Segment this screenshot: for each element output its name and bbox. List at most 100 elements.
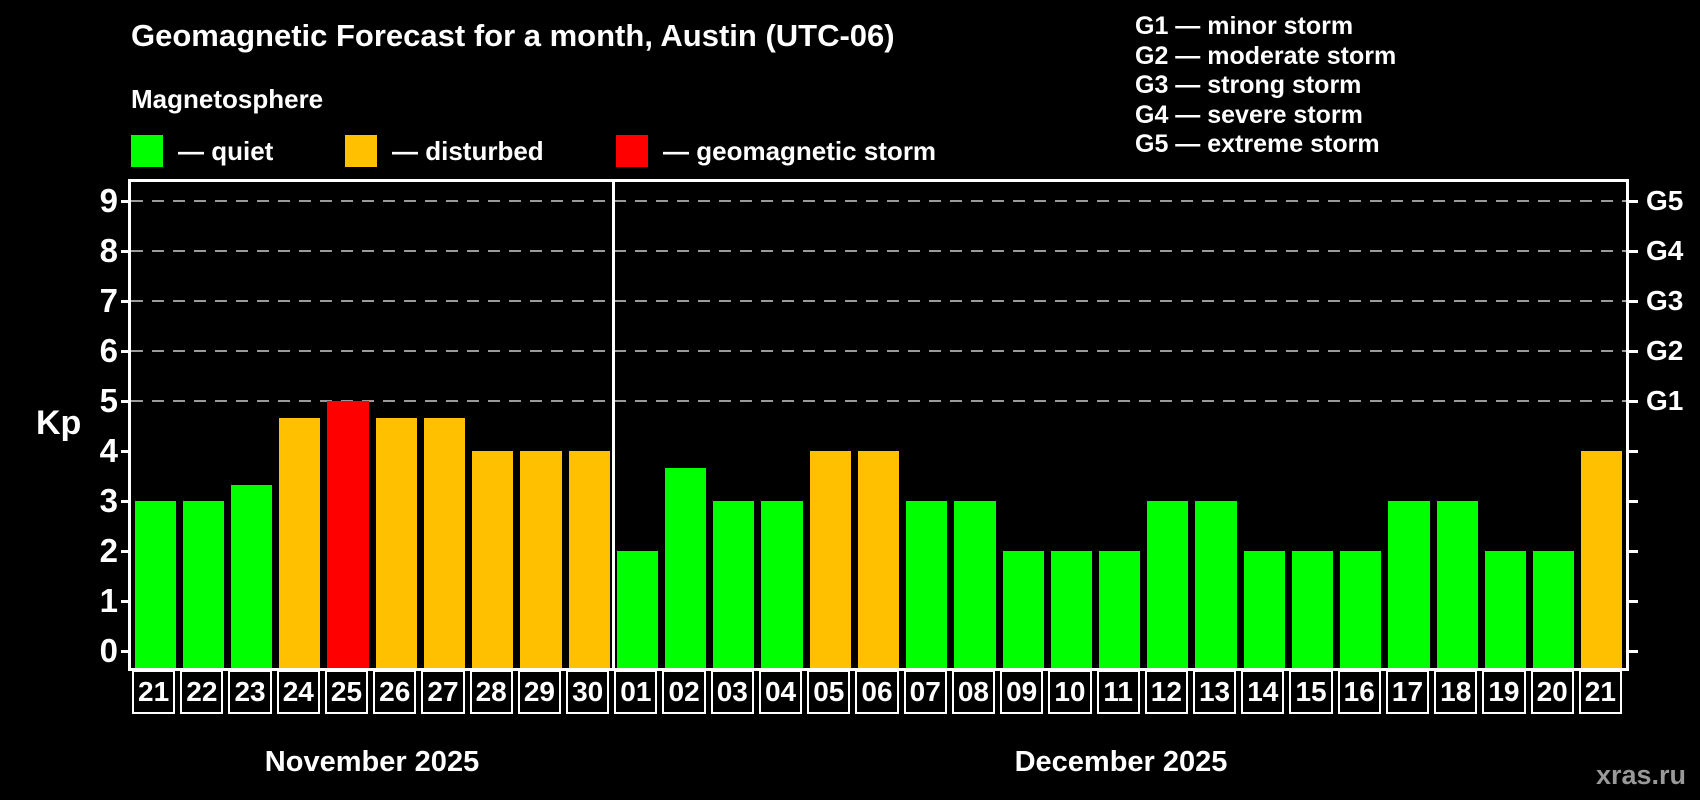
month-label-december: December 2025: [1014, 746, 1228, 778]
day-label-28: 28: [469, 670, 513, 714]
day-label-14: 14: [1241, 670, 1285, 714]
y-tick-label-7: 7: [99, 282, 118, 319]
day-label-09: 09: [1000, 670, 1044, 714]
kp-bar-day-08: [954, 501, 996, 668]
kp-bar-day-06: [857, 451, 900, 668]
y-tick-label-6: 6: [99, 332, 118, 369]
y-tick-label-9: 9: [99, 182, 118, 219]
plot-frame: [128, 179, 1629, 671]
day-label-04: 04: [758, 670, 803, 714]
day-label-19: 19: [1482, 670, 1526, 714]
legend-item-disturbed: — disturbed: [345, 135, 544, 167]
kp-bar-day-11: [1099, 551, 1141, 668]
day-label-08: 08: [951, 670, 996, 714]
kp-bar-day-15: [1291, 551, 1334, 668]
kp-bar-day-14: [1243, 551, 1285, 668]
magnetosphere-label: Magnetosphere: [131, 84, 324, 114]
day-label-27: 27: [421, 670, 465, 714]
kp-bar-day-29: [520, 451, 562, 668]
month-label-november: November 2025: [264, 746, 480, 778]
kp-bar-day-10: [1050, 551, 1092, 668]
kp-bar-day-02: [664, 467, 707, 668]
right-axis-tick-8: [1626, 249, 1638, 253]
kp-bar-day-20: [1533, 551, 1575, 668]
legend-disturbed-label: — disturbed: [392, 135, 544, 166]
day-label-20: 20: [1530, 670, 1574, 714]
g-axis-label-G2: G2: [1646, 335, 1684, 366]
disturbed-color-swatch: [345, 135, 377, 167]
kp-bar-day-07: [906, 501, 948, 668]
y-axis-tick-3: [121, 499, 131, 503]
kp-bar-day-12: [1147, 501, 1189, 668]
legend-storm-label: — geomagnetic storm: [663, 135, 937, 166]
day-label-21: 21: [1578, 670, 1622, 714]
g-axis-label-G3: G3: [1646, 285, 1684, 316]
g4-legend-line: G4 — severe storm: [1135, 100, 1363, 129]
day-label-17: 17: [1385, 670, 1430, 714]
day-label-06: 06: [855, 670, 899, 714]
kp-gridline-5: [131, 400, 1626, 402]
day-label-11: 11: [1096, 670, 1140, 714]
day-label-30: 30: [566, 670, 610, 714]
g-scale-legend: G1 — minor storm G2 — moderate storm G3 …: [1135, 12, 1396, 160]
kp-bar-day-03: [713, 501, 755, 668]
day-label-12: 12: [1144, 670, 1188, 714]
day-label-26: 26: [373, 670, 417, 714]
g-axis-label-G1: G1: [1646, 385, 1684, 416]
kp-gridline-9: [131, 200, 1626, 202]
y-axis-tick-7: [121, 299, 131, 303]
g2-legend-line: G2 — moderate storm: [1135, 41, 1397, 70]
watermark: xras.ru: [1595, 760, 1686, 790]
day-label-13: 13: [1192, 670, 1237, 714]
kp-bar-day-27: [423, 417, 466, 668]
y-tick-label-1: 1: [99, 582, 118, 619]
legend-item-storm: — geomagnetic storm: [616, 135, 936, 167]
day-label-02: 02: [662, 670, 706, 714]
legend-item-quiet: — quiet: [131, 135, 273, 167]
g-axis-label-G5: G5: [1646, 185, 1684, 216]
kp-bar-day-28: [472, 451, 514, 668]
day-label-29: 29: [517, 670, 562, 714]
day-label-22: 22: [180, 670, 224, 714]
y-tick-label-3: 3: [99, 482, 118, 519]
kp-bar-day-19: [1484, 551, 1527, 668]
day-label-24: 24: [276, 670, 320, 714]
day-label-16: 16: [1337, 670, 1381, 714]
g-axis-label-G4: G4: [1646, 235, 1684, 266]
kp-bar-day-17: [1388, 501, 1430, 668]
day-label-23: 23: [228, 670, 272, 714]
right-axis-tick-4: [1626, 449, 1638, 453]
y-tick-label-5: 5: [99, 382, 118, 419]
y-axis-tick-0: [121, 649, 131, 653]
kp-bar-day-18: [1436, 501, 1478, 668]
g5-legend-line: G5 — extreme storm: [1135, 130, 1380, 158]
day-label-25: 25: [324, 670, 369, 714]
kp-bar-day-26: [375, 417, 417, 668]
legend-quiet-label: — quiet: [178, 135, 274, 166]
kp-gridline-6: [131, 350, 1626, 352]
y-tick-label-0: 0: [99, 632, 118, 669]
y-tick-label-8: 8: [99, 232, 118, 269]
kp-bar-day-24: [279, 417, 321, 668]
kp-bar-day-21: [134, 501, 176, 668]
kp-bar-day-22: [182, 501, 224, 668]
kp-bar-day-16: [1340, 551, 1382, 668]
kp-bar-day-30: [568, 451, 610, 668]
y-axis-tick-6: [121, 349, 131, 353]
right-axis-tick-0: [1626, 649, 1638, 653]
kp-bar-day-09: [1002, 551, 1044, 668]
storm-color-swatch: [616, 135, 648, 167]
right-axis-tick-1: [1626, 599, 1638, 603]
day-label-01: 01: [614, 670, 658, 714]
y-axis-tick-9: [121, 199, 131, 203]
day-label-05: 05: [807, 670, 851, 714]
right-axis-tick-9: [1626, 199, 1638, 203]
kp-bar-day-13: [1195, 501, 1237, 668]
g3-legend-line: G3 — strong storm: [1135, 71, 1362, 99]
day-label-15: 15: [1289, 670, 1333, 714]
y-axis-tick-5: [121, 399, 131, 403]
kp-bar-day-25: [327, 401, 369, 668]
y-axis-tick-1: [121, 599, 131, 603]
kp-bar-day-04: [761, 501, 803, 668]
